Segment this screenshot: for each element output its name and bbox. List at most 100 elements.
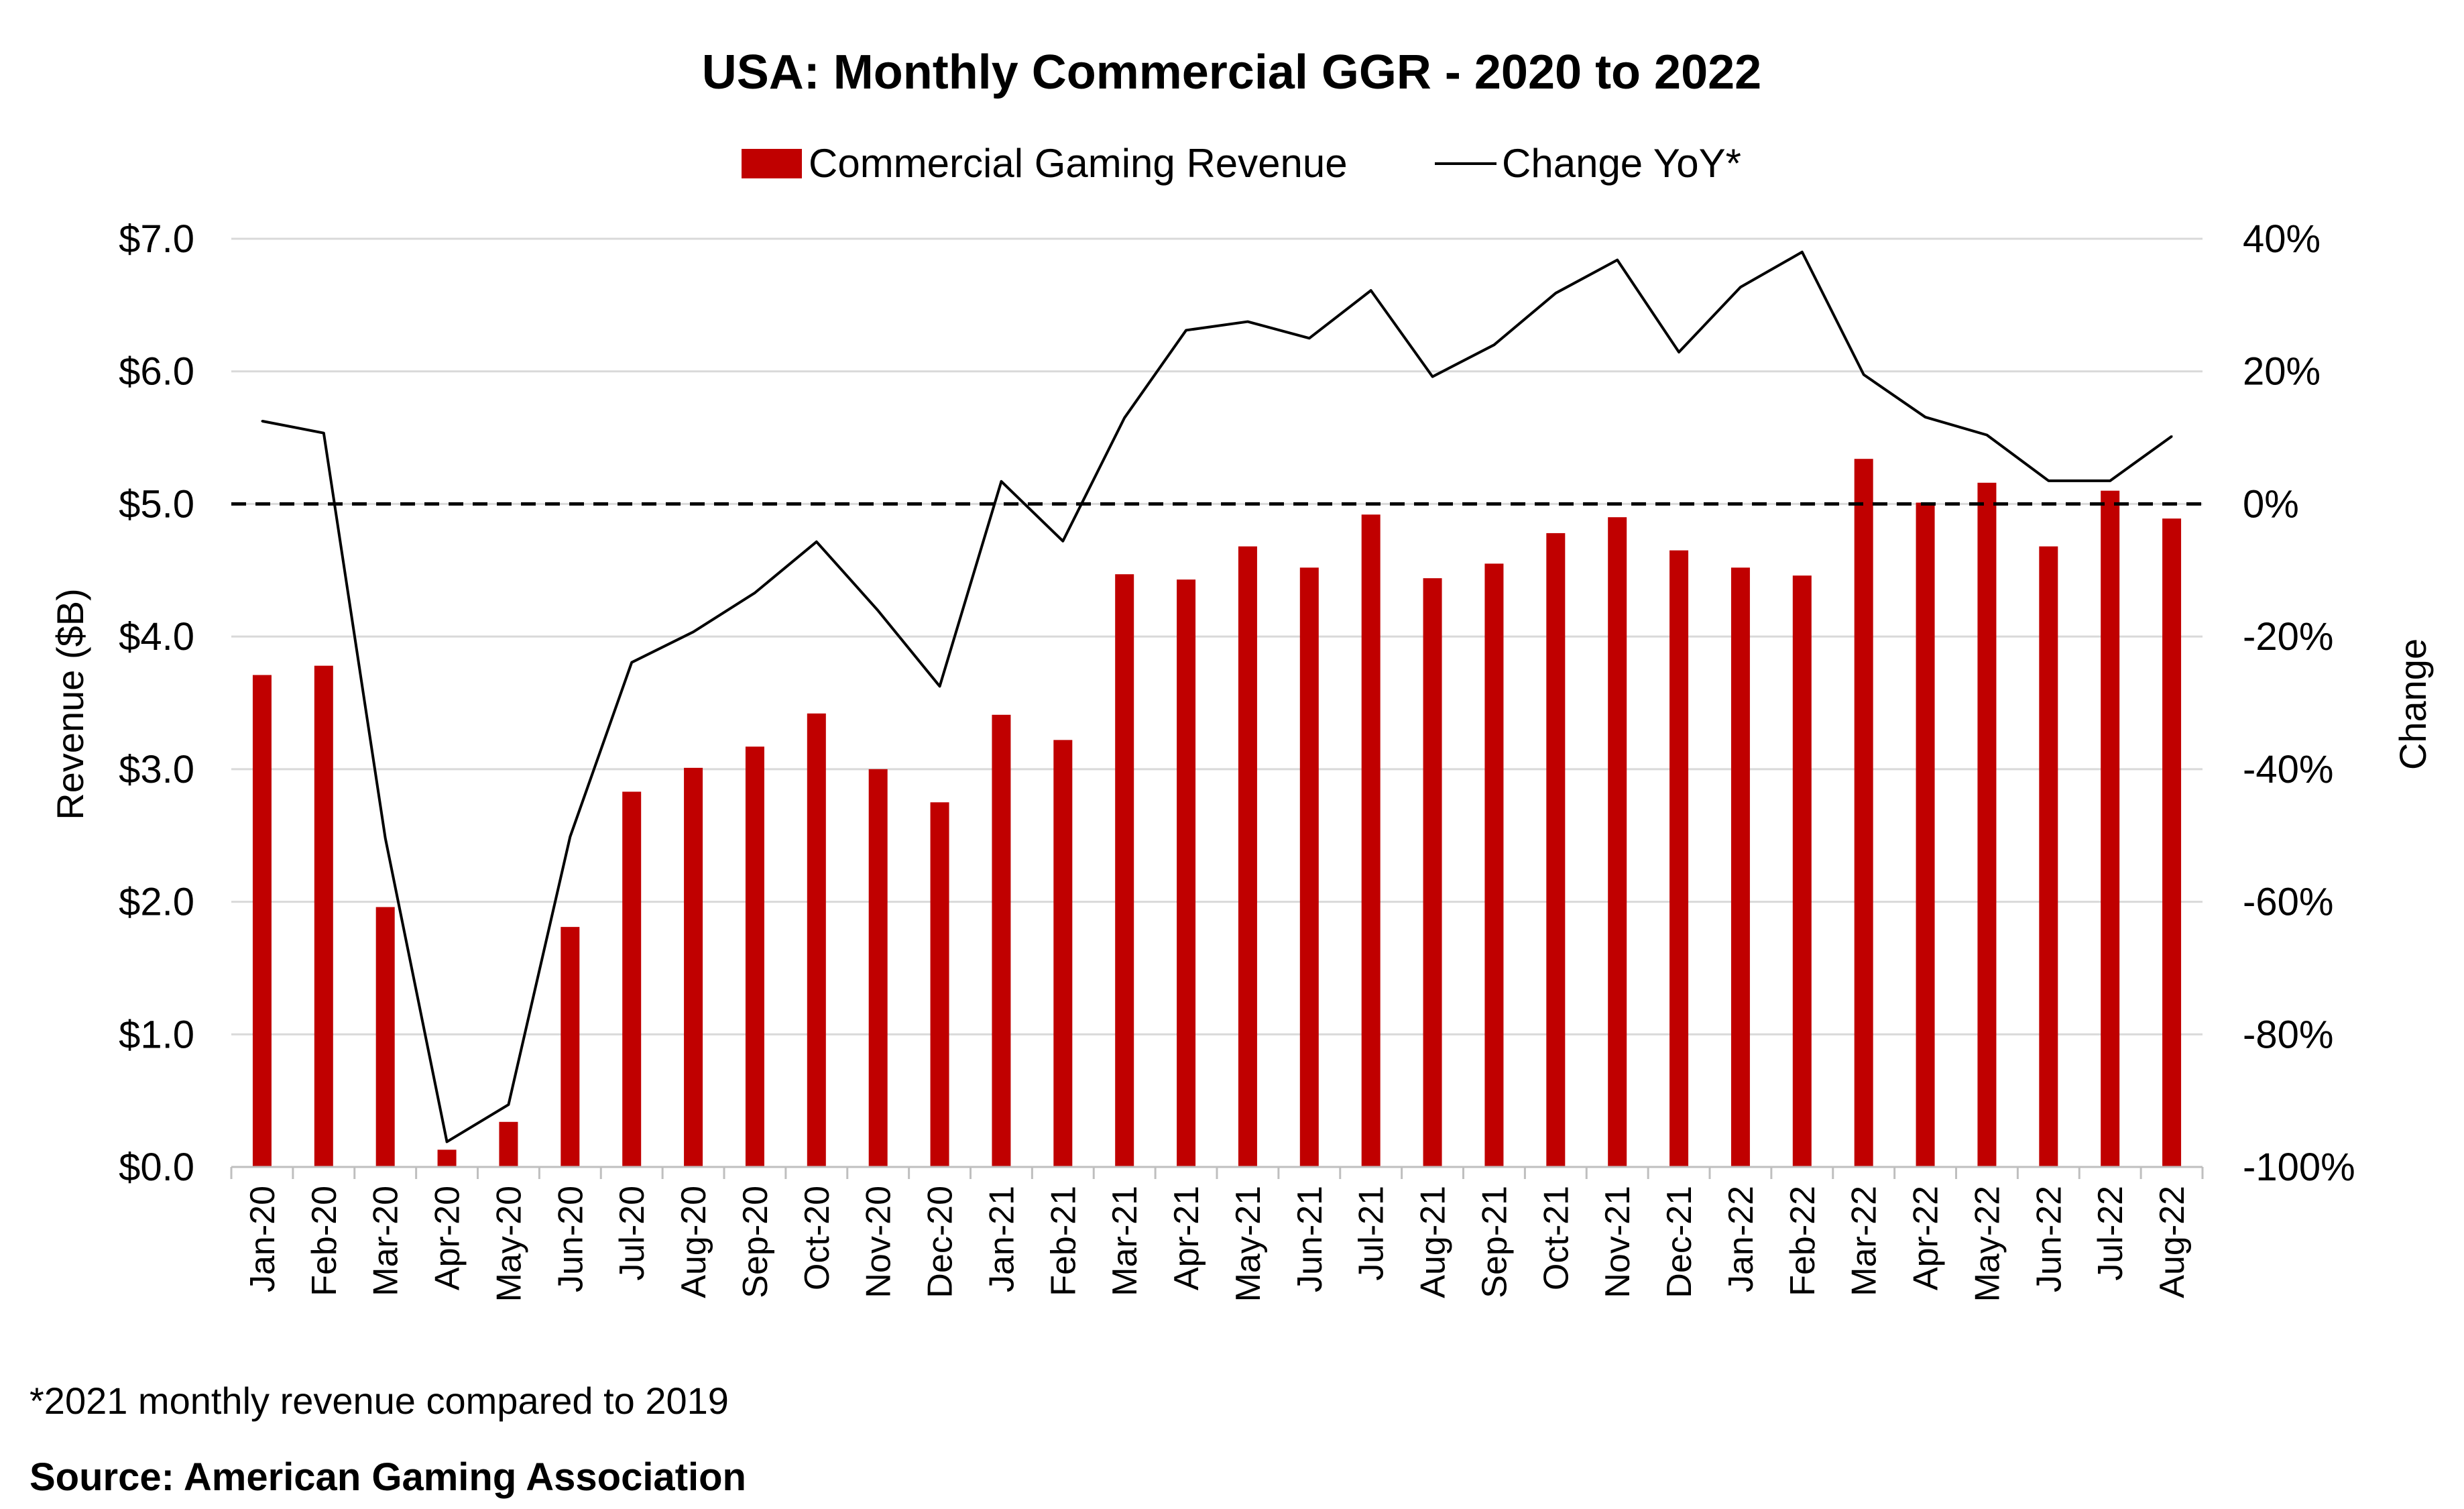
revenue-bar bbox=[1546, 533, 1566, 1167]
x-tick-label: Jun-22 bbox=[2030, 1186, 2068, 1292]
revenue-bar bbox=[1238, 546, 1257, 1167]
x-tick-label: Apr-22 bbox=[1907, 1186, 1946, 1290]
y-right-tick-label: -80% bbox=[2243, 1013, 2333, 1056]
x-tick-label: Mar-22 bbox=[1845, 1186, 1884, 1296]
x-tick-label: Feb-22 bbox=[1783, 1186, 1822, 1296]
revenue-bar bbox=[807, 713, 826, 1167]
x-tick-label: Dec-21 bbox=[1660, 1186, 1699, 1298]
revenue-bar bbox=[2101, 490, 2120, 1167]
footnote: *2021 monthly revenue compared to 2019 bbox=[30, 1380, 729, 1422]
change-yoy-point bbox=[1616, 259, 1619, 262]
x-tick-label: Nov-20 bbox=[860, 1186, 898, 1298]
legend-label-change: Change YoY* bbox=[1502, 141, 1741, 186]
y-axis-left-title: Revenue ($B) bbox=[49, 588, 91, 820]
x-tick-label: Oct-21 bbox=[1537, 1186, 1576, 1290]
revenue-bar bbox=[1361, 514, 1381, 1167]
y-left-tick-label: $5.0 bbox=[119, 482, 194, 526]
x-tick-label: Jan-21 bbox=[982, 1186, 1021, 1292]
change-yoy-point bbox=[2170, 435, 2173, 438]
change-yoy-line bbox=[261, 250, 2173, 1143]
x-tick-label: Jun-21 bbox=[1291, 1186, 1330, 1292]
revenue-bar bbox=[2039, 546, 2058, 1167]
x-tick-label: Sep-20 bbox=[736, 1186, 775, 1298]
chart-title: USA: Monthly Commercial GGR - 2020 to 20… bbox=[702, 46, 1761, 99]
x-tick-label: Sep-21 bbox=[1475, 1186, 1514, 1298]
x-tick-label: Jul-20 bbox=[613, 1186, 652, 1281]
revenue-bar bbox=[437, 1150, 457, 1167]
legend: Commercial Gaming Revenue Change YoY* bbox=[742, 141, 1741, 186]
source-note: Source: American Gaming Association bbox=[30, 1455, 746, 1499]
x-tick-label: Mar-20 bbox=[367, 1186, 406, 1296]
y-left-tick-label: $1.0 bbox=[119, 1013, 194, 1056]
y-left-tick-label: $4.0 bbox=[119, 615, 194, 659]
change-yoy-point bbox=[507, 1103, 510, 1106]
x-axis-tick-labels: Jan-20 Feb-20 Mar-20 Apr-20 May-20 Jun-20 Jul-… bbox=[243, 1186, 2192, 1302]
change-yoy-point bbox=[261, 420, 263, 423]
x-tick-label: Apr-21 bbox=[1167, 1186, 1206, 1290]
change-yoy-point bbox=[384, 837, 387, 840]
change-yoy-point bbox=[1801, 251, 1804, 254]
revenue-bar bbox=[1730, 567, 1750, 1167]
change-yoy-point bbox=[2047, 480, 2050, 482]
change-yoy-point bbox=[1739, 286, 1742, 288]
y-right-tick-label: 40% bbox=[2243, 217, 2321, 261]
change-yoy-point bbox=[1554, 292, 1557, 294]
x-tick-label: Dec-20 bbox=[921, 1186, 960, 1298]
x-tick-label: Jul-21 bbox=[1352, 1186, 1391, 1281]
revenue-bar bbox=[252, 675, 272, 1167]
y-axis-left-ticks: $0.0 $1.0 $2.0 $3.0 $4.0 $5.0 $6.0 $7.0 bbox=[119, 217, 194, 1189]
change-yoy-point bbox=[1924, 416, 1927, 418]
change-yoy-point bbox=[1185, 329, 1187, 331]
y-right-tick-label: 0% bbox=[2243, 482, 2299, 526]
revenue-bar bbox=[745, 746, 764, 1167]
change-yoy-point bbox=[754, 592, 756, 594]
x-tick-label: Oct-20 bbox=[798, 1186, 837, 1290]
y-left-tick-label: $3.0 bbox=[119, 748, 194, 791]
revenue-bar bbox=[314, 665, 333, 1167]
revenue-bar bbox=[1669, 550, 1689, 1167]
revenue-bar bbox=[375, 907, 395, 1167]
x-tick-label: Jun-20 bbox=[551, 1186, 590, 1292]
y-left-tick-label: $2.0 bbox=[119, 881, 194, 924]
x-tick-label: Feb-21 bbox=[1044, 1186, 1083, 1296]
legend-label-revenue: Commercial Gaming Revenue bbox=[809, 141, 1348, 186]
x-tick-label: Jan-22 bbox=[1722, 1186, 1761, 1292]
change-yoy-point bbox=[815, 541, 818, 543]
x-tick-label: Feb-20 bbox=[305, 1186, 344, 1296]
x-tick-label: Jul-22 bbox=[2091, 1186, 2130, 1281]
x-tick-label: Jan-20 bbox=[243, 1186, 282, 1292]
change-yoy-point bbox=[2109, 480, 2111, 482]
change-yoy-point bbox=[1000, 480, 1002, 483]
revenue-bar bbox=[622, 791, 642, 1167]
revenue-bar bbox=[1484, 563, 1504, 1167]
revenue-bar bbox=[499, 1121, 518, 1167]
x-tick-label: Aug-20 bbox=[674, 1186, 713, 1298]
change-yoy-point bbox=[1678, 351, 1680, 353]
revenue-bar bbox=[561, 927, 580, 1167]
x-tick-label: Mar-21 bbox=[1106, 1186, 1145, 1296]
legend-swatch-revenue bbox=[742, 149, 802, 178]
revenue-bar bbox=[1423, 578, 1442, 1167]
change-yoy-point bbox=[1308, 337, 1311, 339]
change-yoy-point bbox=[1123, 416, 1126, 419]
revenue-bars bbox=[252, 459, 2182, 1167]
y-right-tick-label: 20% bbox=[2243, 350, 2321, 394]
y-right-tick-label: -20% bbox=[2243, 615, 2333, 659]
y-right-tick-label: -100% bbox=[2243, 1145, 2355, 1189]
change-yoy-point bbox=[1492, 343, 1495, 346]
y-left-tick-label: $0.0 bbox=[119, 1145, 194, 1189]
change-yoy-point bbox=[322, 432, 325, 435]
change-yoy-point bbox=[630, 661, 633, 664]
x-tick-label: Nov-21 bbox=[1598, 1186, 1637, 1298]
change-yoy-point bbox=[1863, 374, 1865, 376]
revenue-bar bbox=[684, 767, 703, 1167]
revenue-bar bbox=[1053, 740, 1073, 1167]
y-right-tick-label: -40% bbox=[2243, 748, 2333, 791]
revenue-bar bbox=[1977, 482, 1997, 1167]
x-axis bbox=[230, 1166, 2204, 1179]
y-left-tick-label: $7.0 bbox=[119, 217, 194, 261]
x-tick-label: May-20 bbox=[489, 1186, 528, 1302]
revenue-bar bbox=[1177, 579, 1196, 1167]
revenue-bar bbox=[1792, 575, 1812, 1167]
